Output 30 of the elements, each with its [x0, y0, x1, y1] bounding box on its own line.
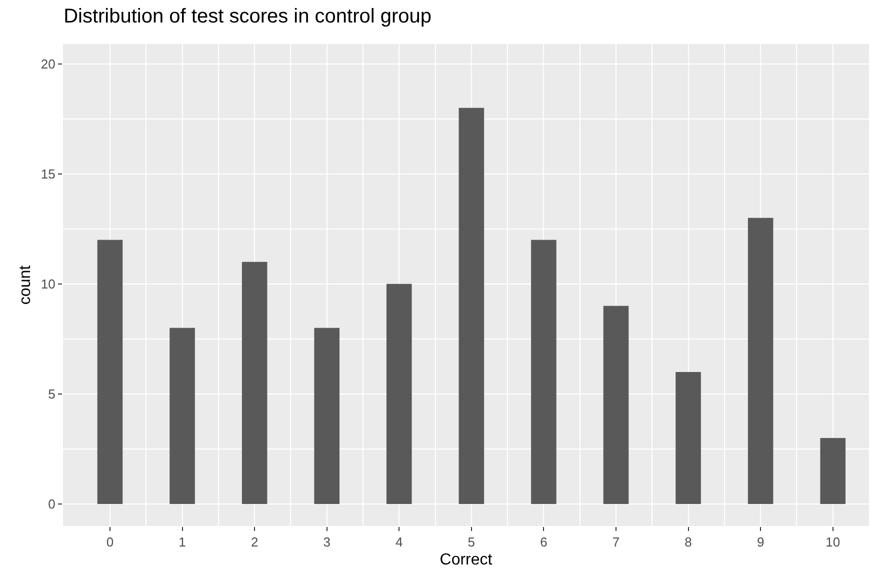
bar: [386, 284, 412, 504]
bar: [820, 438, 846, 504]
x-tick-label: 9: [756, 534, 764, 550]
bar: [314, 328, 340, 504]
bar: [170, 328, 195, 504]
x-tick-label: 2: [250, 534, 258, 550]
y-tick-label: 5: [48, 386, 56, 402]
chart-title: Distribution of test scores in control group: [64, 6, 432, 28]
x-tick-label: 8: [684, 534, 692, 550]
x-tick-label: 1: [178, 534, 186, 550]
bar: [458, 108, 484, 504]
bar: [603, 306, 629, 504]
y-axis-title: count: [16, 264, 34, 305]
bar: [748, 218, 774, 504]
x-tick-label: 7: [612, 534, 620, 550]
x-tick-label: 3: [323, 534, 330, 550]
y-tick-label: 10: [40, 276, 56, 292]
bar: [531, 240, 556, 504]
x-tick-label: 10: [826, 534, 840, 550]
bar: [242, 262, 268, 504]
bar: [97, 240, 123, 504]
x-tick-label: 6: [540, 534, 548, 550]
y-tick-label: 15: [40, 166, 56, 182]
x-tick-label: 4: [396, 534, 403, 550]
x-tick-label: 0: [106, 534, 114, 550]
y-tick-label: 0: [48, 496, 56, 512]
bar: [676, 372, 701, 504]
x-tick-label: 5: [468, 534, 476, 550]
y-tick-label: 20: [40, 56, 56, 72]
x-axis-title: Correct: [440, 551, 493, 568]
